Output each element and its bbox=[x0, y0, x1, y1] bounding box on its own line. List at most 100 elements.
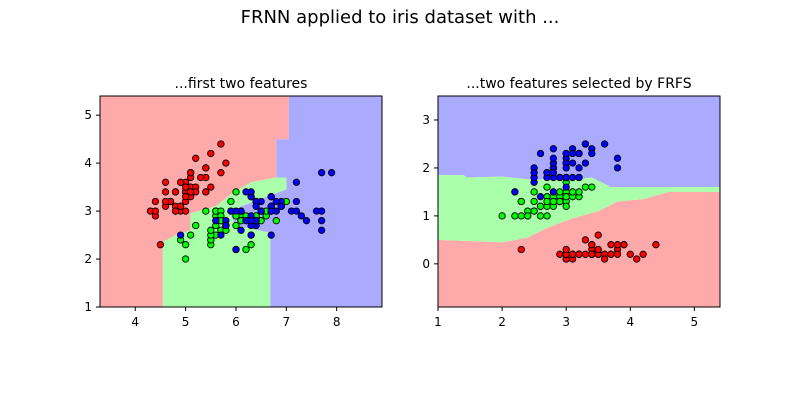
left-point-virginica bbox=[212, 217, 220, 225]
right-x-tick-label: 1 bbox=[434, 315, 442, 329]
right-point-setosa bbox=[581, 236, 590, 244]
right-point-setosa bbox=[652, 241, 660, 249]
right-point-virginica bbox=[562, 183, 570, 191]
left-point-setosa bbox=[222, 159, 230, 167]
right-point-virginica bbox=[588, 149, 596, 158]
left-point-virginica bbox=[317, 207, 326, 215]
left-point-virginica bbox=[327, 169, 336, 177]
right-x-tick-label: 2 bbox=[498, 315, 506, 329]
left-point-virginica bbox=[277, 202, 285, 210]
right-point-versicolor bbox=[556, 197, 564, 206]
right-point-versicolor bbox=[530, 188, 538, 196]
left-point-versicolor bbox=[181, 255, 190, 263]
right-point-virginica bbox=[511, 188, 519, 196]
right-point-setosa bbox=[639, 250, 647, 258]
left-point-virginica bbox=[247, 231, 255, 239]
left-point-versicolor bbox=[232, 221, 240, 230]
right-point-versicolor bbox=[517, 212, 525, 220]
right-point-setosa bbox=[588, 241, 596, 249]
right-point-virginica bbox=[562, 164, 570, 172]
left-point-setosa bbox=[176, 178, 185, 186]
right-point-versicolor bbox=[581, 183, 590, 191]
left-point-setosa bbox=[181, 207, 190, 215]
right-point-versicolor bbox=[549, 197, 558, 206]
left-x-tick-label: 6 bbox=[232, 315, 240, 329]
right-point-setosa bbox=[626, 250, 634, 258]
right-point-virginica bbox=[575, 173, 583, 182]
right-point-versicolor bbox=[543, 183, 551, 191]
right-point-setosa bbox=[594, 245, 602, 254]
right-point-setosa bbox=[607, 241, 615, 249]
right-point-virginica bbox=[575, 164, 583, 172]
left-point-versicolor bbox=[192, 221, 200, 230]
left-point-setosa bbox=[192, 154, 200, 162]
right-point-virginica bbox=[613, 164, 622, 172]
right-point-versicolor bbox=[588, 183, 596, 191]
right-subplot-title: ...two features selected by FRFS bbox=[466, 76, 691, 92]
left-point-setosa bbox=[176, 202, 185, 210]
right-plot-frame bbox=[437, 95, 721, 308]
left-point-versicolor bbox=[186, 231, 195, 239]
right-point-setosa bbox=[613, 241, 622, 249]
right-region-versicolor bbox=[438, 175, 720, 243]
right-point-setosa bbox=[594, 231, 602, 239]
right-point-setosa bbox=[581, 250, 590, 258]
right-point-virginica bbox=[581, 140, 590, 148]
left-point-setosa bbox=[161, 178, 170, 186]
right-point-versicolor bbox=[536, 212, 545, 220]
right-point-versicolor bbox=[524, 212, 532, 220]
right-point-virginica bbox=[581, 159, 590, 167]
left-point-setosa bbox=[217, 140, 225, 148]
left-point-virginica bbox=[292, 197, 301, 206]
left-x-tick-label: 5 bbox=[182, 315, 190, 329]
left-point-virginica bbox=[232, 245, 240, 254]
right-point-setosa bbox=[568, 250, 577, 258]
right-x-tick-label: 5 bbox=[691, 315, 699, 329]
right-point-virginica bbox=[568, 159, 577, 167]
right-point-virginica bbox=[568, 173, 577, 182]
left-point-virginica bbox=[297, 212, 306, 220]
right-subplot: ...two features selected by FRFS 1 2 3 4 5 0 1… bbox=[422, 76, 721, 329]
left-point-virginica bbox=[247, 217, 255, 225]
right-point-versicolor bbox=[530, 207, 538, 215]
right-point-versicolor bbox=[543, 197, 551, 206]
left-point-versicolor bbox=[242, 245, 250, 254]
right-point-virginica bbox=[536, 193, 545, 201]
left-y-tick-label: 5 bbox=[84, 108, 92, 122]
right-point-virginica bbox=[549, 169, 558, 177]
right-point-virginica bbox=[556, 173, 564, 182]
left-point-virginica bbox=[272, 197, 280, 206]
left-point-setosa bbox=[161, 188, 170, 196]
left-point-virginica bbox=[267, 193, 275, 201]
left-point-setosa bbox=[197, 173, 205, 182]
right-point-setosa bbox=[620, 241, 628, 249]
right-point-setosa bbox=[607, 250, 615, 258]
left-point-versicolor bbox=[202, 207, 210, 215]
left-point-setosa bbox=[156, 241, 165, 249]
right-point-virginica bbox=[575, 149, 583, 158]
right-point-setosa bbox=[613, 250, 622, 258]
right-y-tick-label: 3 bbox=[422, 113, 430, 127]
left-point-virginica bbox=[217, 231, 225, 239]
right-region-virginica bbox=[438, 96, 720, 188]
left-plot-frame bbox=[99, 95, 383, 308]
figure-title: FRNN applied to iris dataset with ... bbox=[241, 7, 560, 28]
right-point-versicolor bbox=[536, 202, 545, 210]
left-point-setosa bbox=[186, 188, 195, 196]
right-point-setosa bbox=[588, 250, 596, 258]
left-point-virginica bbox=[252, 202, 260, 210]
right-y-tick-label: 2 bbox=[422, 161, 430, 175]
left-point-versicolor bbox=[227, 197, 235, 206]
left-y-tick-label: 1 bbox=[84, 300, 92, 314]
left-point-virginica bbox=[317, 217, 326, 225]
left-y-tick-label: 3 bbox=[84, 204, 92, 218]
right-point-virginica bbox=[543, 169, 551, 177]
left-point-virginica bbox=[292, 207, 301, 215]
right-point-virginica bbox=[536, 149, 545, 158]
right-point-setosa bbox=[562, 245, 570, 254]
right-point-versicolor bbox=[498, 212, 506, 220]
left-point-setosa bbox=[161, 197, 170, 206]
right-region-setosa bbox=[438, 191, 720, 307]
left-subplot: ...first two features 4 5 6 7 8 1 2 3 4 5 bbox=[84, 76, 383, 329]
left-point-setosa bbox=[171, 188, 180, 196]
